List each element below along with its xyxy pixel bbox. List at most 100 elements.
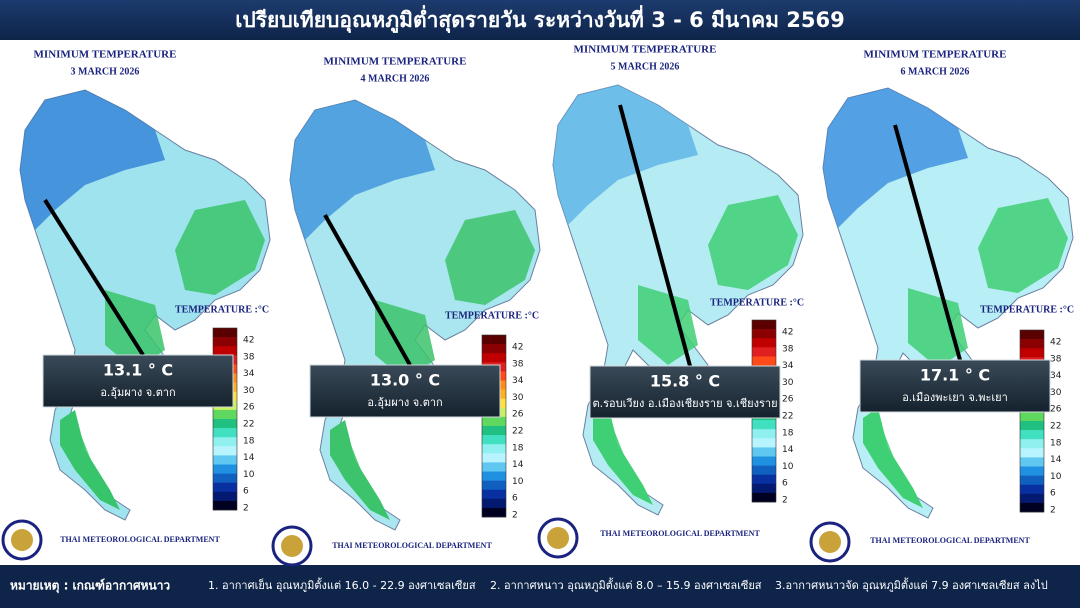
legend-frame xyxy=(1019,329,1045,513)
legend-tick: 2 xyxy=(243,504,249,514)
legend-swatch xyxy=(482,453,506,463)
legend-swatch xyxy=(1020,475,1044,485)
legend-swatch xyxy=(752,492,776,503)
callout-box xyxy=(859,359,1051,413)
map xyxy=(289,99,541,531)
callout-value: 15.8 ° C xyxy=(650,372,720,391)
legend-swatch xyxy=(482,416,506,427)
legend-swatch xyxy=(752,465,776,475)
legend-swatch xyxy=(213,409,237,420)
legend-swatch xyxy=(213,446,237,456)
legend-frame xyxy=(481,334,507,518)
legend-tick: 26 xyxy=(1050,405,1062,415)
legend-tick: 38 xyxy=(782,344,794,354)
legend-swatch xyxy=(482,507,506,518)
legend-tick: 2 xyxy=(782,496,788,506)
map-title: MINIMUM TEMPERATURE xyxy=(34,49,177,61)
legend-tick: 18 xyxy=(512,443,524,453)
legend-tick: 10 xyxy=(512,477,524,487)
legend-swatch xyxy=(752,438,776,448)
legend-tick: 10 xyxy=(243,470,255,480)
legend-swatch xyxy=(213,419,237,429)
map-warm xyxy=(75,200,265,490)
callout-value: 17.1 ° C xyxy=(920,366,990,385)
legend-tick: 2 xyxy=(1050,506,1056,516)
legend-tick: 34 xyxy=(512,376,524,386)
legend-frame xyxy=(212,327,238,511)
map-title: MINIMUM TEMPERATURE xyxy=(324,56,467,68)
tmd-logo-inner xyxy=(281,535,303,557)
legend-swatch xyxy=(213,328,237,338)
legend-tick: 22 xyxy=(1050,422,1061,432)
legend-tick: 14 xyxy=(782,445,794,455)
legend-swatch xyxy=(1020,493,1044,504)
legend-swatch xyxy=(1020,457,1044,467)
legend-swatch xyxy=(213,455,237,465)
legend-tick: 30 xyxy=(782,378,794,388)
credit: THAI METEOROLOGICAL DEPARTMENT xyxy=(60,535,220,544)
legend-swatch xyxy=(752,447,776,457)
legend-tick: 34 xyxy=(782,361,794,371)
credit: THAI METEOROLOGICAL DEPARTMENT xyxy=(870,536,1030,545)
legend-tick: 42 xyxy=(1050,338,1061,348)
legend-tick: 6 xyxy=(782,479,788,489)
map xyxy=(552,84,804,516)
map-date: 5 MARCH 2026 xyxy=(611,61,680,72)
map-south xyxy=(863,408,923,508)
legend-swatch xyxy=(752,474,776,485)
pointer-line xyxy=(43,198,145,357)
legend-swatch xyxy=(1020,421,1044,431)
footer-note: 3.อากาศหนาวจัด อุณหภูมิตั้งแต่ 7.9 องศาเ… xyxy=(775,577,1048,592)
map-warm xyxy=(345,210,535,500)
legend-tick: 18 xyxy=(1050,438,1062,448)
legend-swatch xyxy=(213,437,237,447)
legend-swatch xyxy=(482,335,506,345)
legend-swatch xyxy=(213,337,237,347)
legend-tick: 10 xyxy=(1050,472,1062,482)
legend-swatch xyxy=(482,344,506,354)
legend-tick: 34 xyxy=(1050,371,1062,381)
legend-swatch xyxy=(752,420,776,430)
legend-swatch xyxy=(482,489,506,500)
legend-swatch xyxy=(1020,330,1044,340)
map-title: MINIMUM TEMPERATURE xyxy=(574,44,717,56)
legend-tick: 14 xyxy=(512,460,524,470)
legend-swatch xyxy=(752,320,776,330)
map-warm xyxy=(878,198,1068,488)
legend-swatch xyxy=(1020,466,1044,476)
map-cold xyxy=(823,88,968,228)
legend-tick: 38 xyxy=(243,352,255,362)
legend-swatch xyxy=(752,483,776,494)
pointer-line xyxy=(618,104,692,367)
legend-tick: 38 xyxy=(512,359,524,369)
legend-tick: 14 xyxy=(243,453,255,463)
legend-label: TEMPERATURE :°C xyxy=(175,304,269,315)
map-south xyxy=(593,405,653,505)
legend-swatch xyxy=(1020,339,1044,349)
legend-swatch xyxy=(752,456,776,466)
legend-swatch xyxy=(482,480,506,490)
map xyxy=(822,87,1074,519)
callout-box xyxy=(589,365,781,419)
legend-tick: 6 xyxy=(1050,489,1056,499)
map-cold xyxy=(290,100,435,240)
legend-swatch xyxy=(482,498,506,509)
legend-tick: 14 xyxy=(1050,455,1062,465)
pointer-line xyxy=(323,214,412,366)
legend-tick: 38 xyxy=(1050,354,1062,364)
legend-tick: 26 xyxy=(782,395,794,405)
legend-tick: 6 xyxy=(512,494,518,504)
map-title: MINIMUM TEMPERATURE xyxy=(864,49,1007,61)
callout-box xyxy=(42,354,234,408)
legend-swatch xyxy=(213,500,237,511)
legend-swatch xyxy=(213,473,237,483)
legend-swatch xyxy=(482,426,506,436)
callout-location: อ.อุ้มผาง จ.ตาก xyxy=(367,396,442,409)
legend-swatch xyxy=(752,356,776,366)
legend-tick: 10 xyxy=(782,462,794,472)
legend-tick: 42 xyxy=(782,328,793,338)
credit: THAI METEOROLOGICAL DEPARTMENT xyxy=(332,541,492,550)
legend-tick: 18 xyxy=(782,428,794,438)
footer-bar xyxy=(0,565,1080,608)
